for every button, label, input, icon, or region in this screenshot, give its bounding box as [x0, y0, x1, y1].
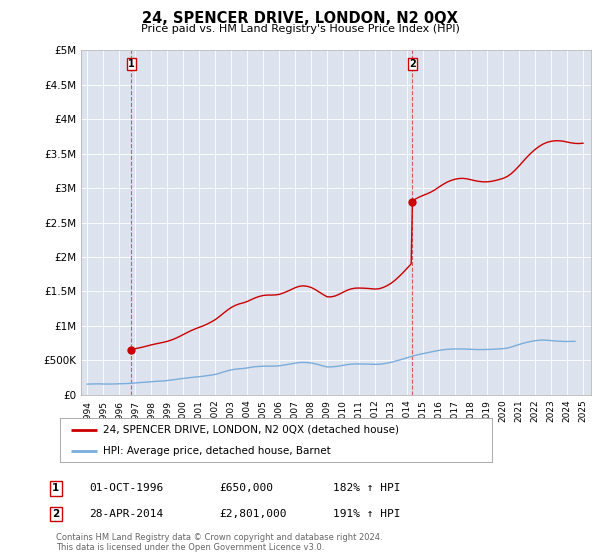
Text: 2: 2: [52, 509, 59, 519]
Text: £2,801,000: £2,801,000: [219, 509, 287, 519]
Text: 2: 2: [409, 59, 416, 69]
Text: 1: 1: [128, 59, 135, 69]
Text: 191% ↑ HPI: 191% ↑ HPI: [333, 509, 401, 519]
Text: 01-OCT-1996: 01-OCT-1996: [89, 483, 163, 493]
Text: £650,000: £650,000: [219, 483, 273, 493]
Text: 1: 1: [52, 483, 59, 493]
Text: 182% ↑ HPI: 182% ↑ HPI: [333, 483, 401, 493]
Text: HPI: Average price, detached house, Barnet: HPI: Average price, detached house, Barn…: [103, 446, 331, 456]
Text: This data is licensed under the Open Government Licence v3.0.: This data is licensed under the Open Gov…: [56, 543, 324, 552]
Text: Contains HM Land Registry data © Crown copyright and database right 2024.: Contains HM Land Registry data © Crown c…: [56, 533, 382, 542]
Text: Price paid vs. HM Land Registry's House Price Index (HPI): Price paid vs. HM Land Registry's House …: [140, 24, 460, 34]
Text: 28-APR-2014: 28-APR-2014: [89, 509, 163, 519]
Text: 24, SPENCER DRIVE, LONDON, N2 0QX: 24, SPENCER DRIVE, LONDON, N2 0QX: [142, 11, 458, 26]
Text: 24, SPENCER DRIVE, LONDON, N2 0QX (detached house): 24, SPENCER DRIVE, LONDON, N2 0QX (detac…: [103, 424, 399, 435]
